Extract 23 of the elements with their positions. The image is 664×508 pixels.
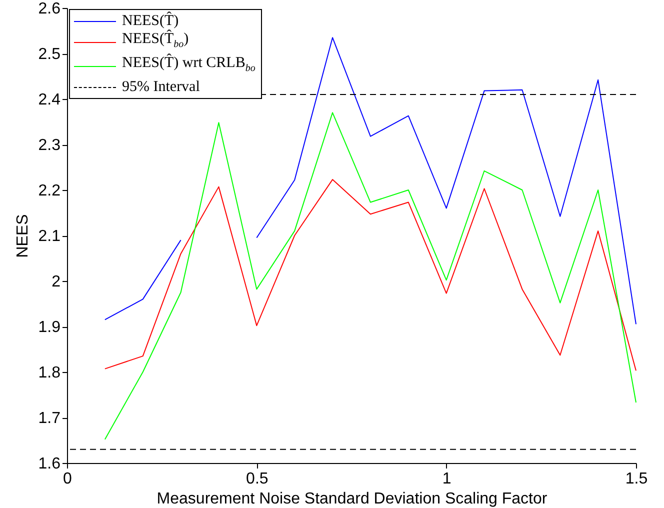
y-tick-label: 1.8 bbox=[38, 364, 61, 382]
line-series bbox=[104, 179, 636, 372]
legend-label: NEES(T̂) wrt CRLB$_{bo}$ bbox=[122, 54, 256, 76]
y-tick-label: 2.5 bbox=[38, 46, 61, 63]
y-tick-label: 2 bbox=[52, 274, 61, 290]
y-tick-label: 2.3 bbox=[38, 137, 61, 154]
x-tick-label: 0.5 bbox=[246, 470, 268, 488]
y-tick-label: 1.7 bbox=[38, 410, 61, 427]
y-tick-label: 2.2 bbox=[38, 182, 61, 200]
y-tick-label: 2.6 bbox=[38, 0, 61, 18]
y-axis-title: NEES bbox=[14, 214, 32, 258]
x-tick-label: 0 bbox=[63, 470, 72, 488]
x-tick-label: 1 bbox=[442, 470, 452, 488]
legend-label: NEES(T̂) bbox=[122, 12, 179, 30]
x-axis-title: Measurement Noise Standard Deviation Scaling Factor bbox=[156, 490, 548, 508]
y-tick-label: 2.1 bbox=[38, 228, 61, 245]
legend-label: NEES(T̂$_{bo}$) bbox=[122, 30, 189, 52]
y-tick-label: 1.9 bbox=[38, 319, 61, 336]
ref-line-label: 95% Interval bbox=[122, 78, 200, 96]
x-tick-label: 1.5 bbox=[625, 470, 648, 488]
line-series bbox=[104, 112, 636, 440]
y-tick-label: 1.6 bbox=[38, 456, 61, 472]
y-tick-label: 2.4 bbox=[38, 92, 61, 108]
